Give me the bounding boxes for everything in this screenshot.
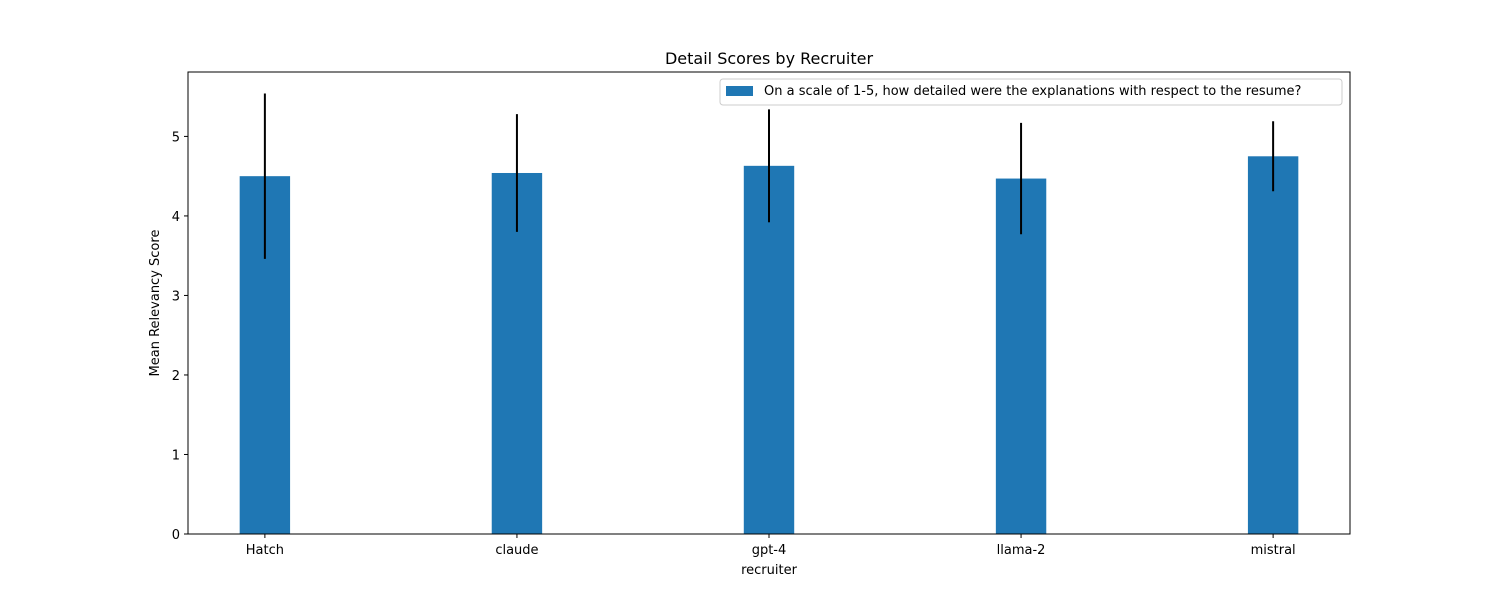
legend-label: On a scale of 1-5, how detailed were the… (764, 84, 1301, 99)
y-tick-label: 4 (172, 210, 180, 225)
bar-claude (491, 172, 543, 534)
x-tick-label: llama-2 (997, 543, 1046, 558)
legend: On a scale of 1-5, how detailed were the… (719, 78, 1343, 106)
x-tick-label: mistral (1251, 543, 1296, 558)
bar-gpt-4 (743, 165, 795, 534)
y-tick-label: 3 (172, 289, 180, 304)
y-axis-label: Mean Relevancy Score (148, 230, 163, 377)
y-tick-label: 1 (172, 448, 180, 463)
legend-swatch (726, 86, 753, 96)
x-tick-label: Hatch (246, 543, 284, 558)
legend-frame (719, 78, 1343, 106)
x-tick-label: gpt-4 (752, 543, 787, 558)
y-tick-label: 0 (172, 528, 180, 543)
y-tick-label: 2 (172, 369, 180, 384)
bar-llama-2 (995, 178, 1047, 535)
y-tick-label: 5 (172, 130, 180, 145)
bar-mistral (1247, 156, 1299, 534)
plot-area: 0 1 2 3 4 5 Hatch claude gpt-4 llama-2 mistral (172, 71, 1351, 558)
x-tick-label: claude (495, 543, 538, 558)
chart-title: Detail Scores by Recruiter (665, 49, 873, 68)
x-axis-label: recruiter (741, 563, 797, 578)
